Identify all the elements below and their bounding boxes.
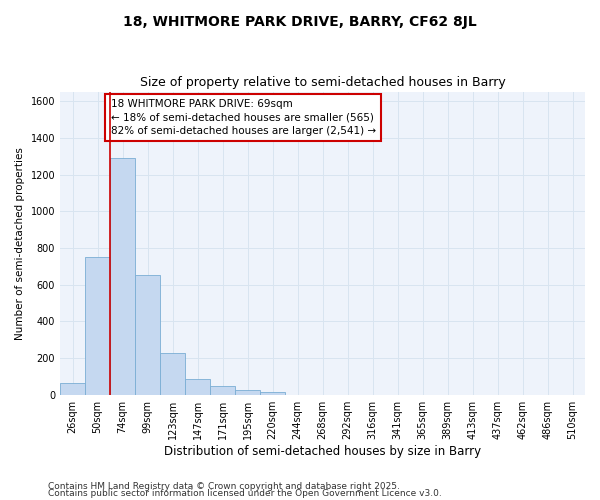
Bar	[60, 383, 85, 394]
Bar	[260, 392, 285, 394]
Title: Size of property relative to semi-detached houses in Barry: Size of property relative to semi-detach…	[140, 76, 505, 90]
Text: 18 WHITMORE PARK DRIVE: 69sqm
← 18% of semi-detached houses are smaller (565)
82: 18 WHITMORE PARK DRIVE: 69sqm ← 18% of s…	[110, 100, 376, 136]
Bar	[185, 379, 210, 394]
Bar	[235, 390, 260, 394]
Y-axis label: Number of semi-detached properties: Number of semi-detached properties	[15, 147, 25, 340]
Text: 18, WHITMORE PARK DRIVE, BARRY, CF62 8JL: 18, WHITMORE PARK DRIVE, BARRY, CF62 8JL	[123, 15, 477, 29]
X-axis label: Distribution of semi-detached houses by size in Barry: Distribution of semi-detached houses by …	[164, 444, 481, 458]
Text: Contains public sector information licensed under the Open Government Licence v3: Contains public sector information licen…	[48, 490, 442, 498]
Text: Contains HM Land Registry data © Crown copyright and database right 2025.: Contains HM Land Registry data © Crown c…	[48, 482, 400, 491]
Bar	[160, 352, 185, 395]
Bar	[85, 257, 110, 394]
Bar	[135, 276, 160, 394]
Bar	[210, 386, 235, 394]
Bar	[110, 158, 135, 394]
